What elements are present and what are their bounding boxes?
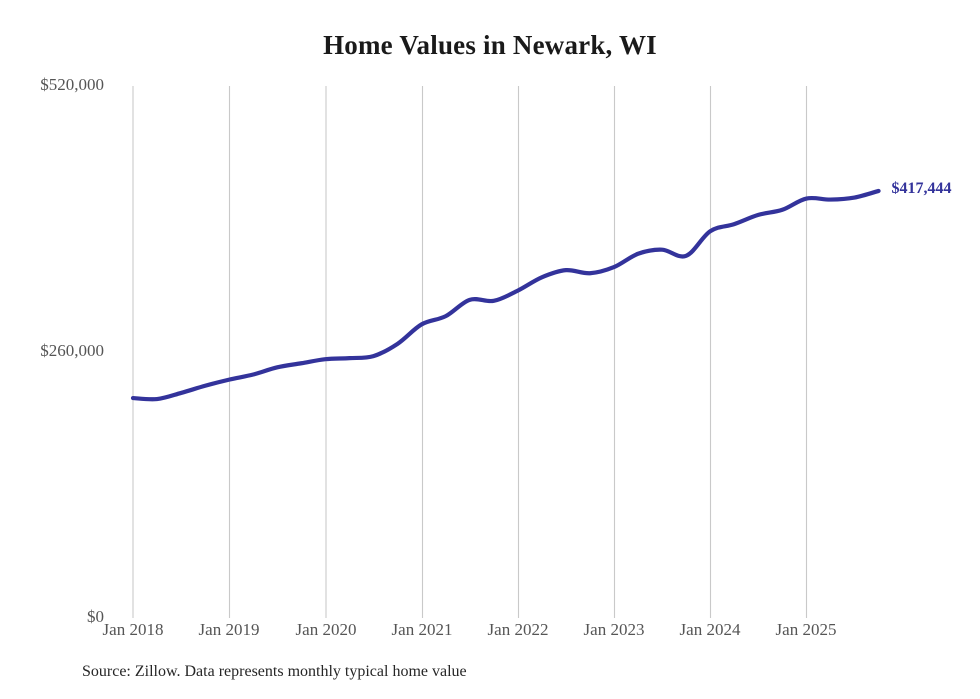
home-value-series-line [130,188,881,402]
y-tick-label-0: $0 [87,607,104,626]
y-tick-label-260000: $260,000 [40,341,104,360]
x-tick-label-jan-2018: Jan 2018 [102,620,164,639]
x-tick-label-jan-2019: Jan 2019 [198,620,260,639]
x-tick-label-jan-2025: Jan 2025 [775,620,837,639]
y-tick-label-520000: $520,000 [40,75,104,94]
x-tick-label-jan-2023: Jan 2023 [583,620,645,639]
x-tick-label-jan-2020: Jan 2020 [295,620,357,639]
source-note: Source: Zillow. Data represents monthly … [82,663,467,680]
chart-title: Home Values in Newark, WI [323,30,657,60]
vertical-gridlines [132,86,808,618]
x-tick-label-jan-2021: Jan 2021 [391,620,453,639]
x-tick-label-jan-2022: Jan 2022 [487,620,549,639]
x-tick-label-jan-2024: Jan 2024 [679,620,741,639]
end-value-label: $417,444 [891,179,952,197]
